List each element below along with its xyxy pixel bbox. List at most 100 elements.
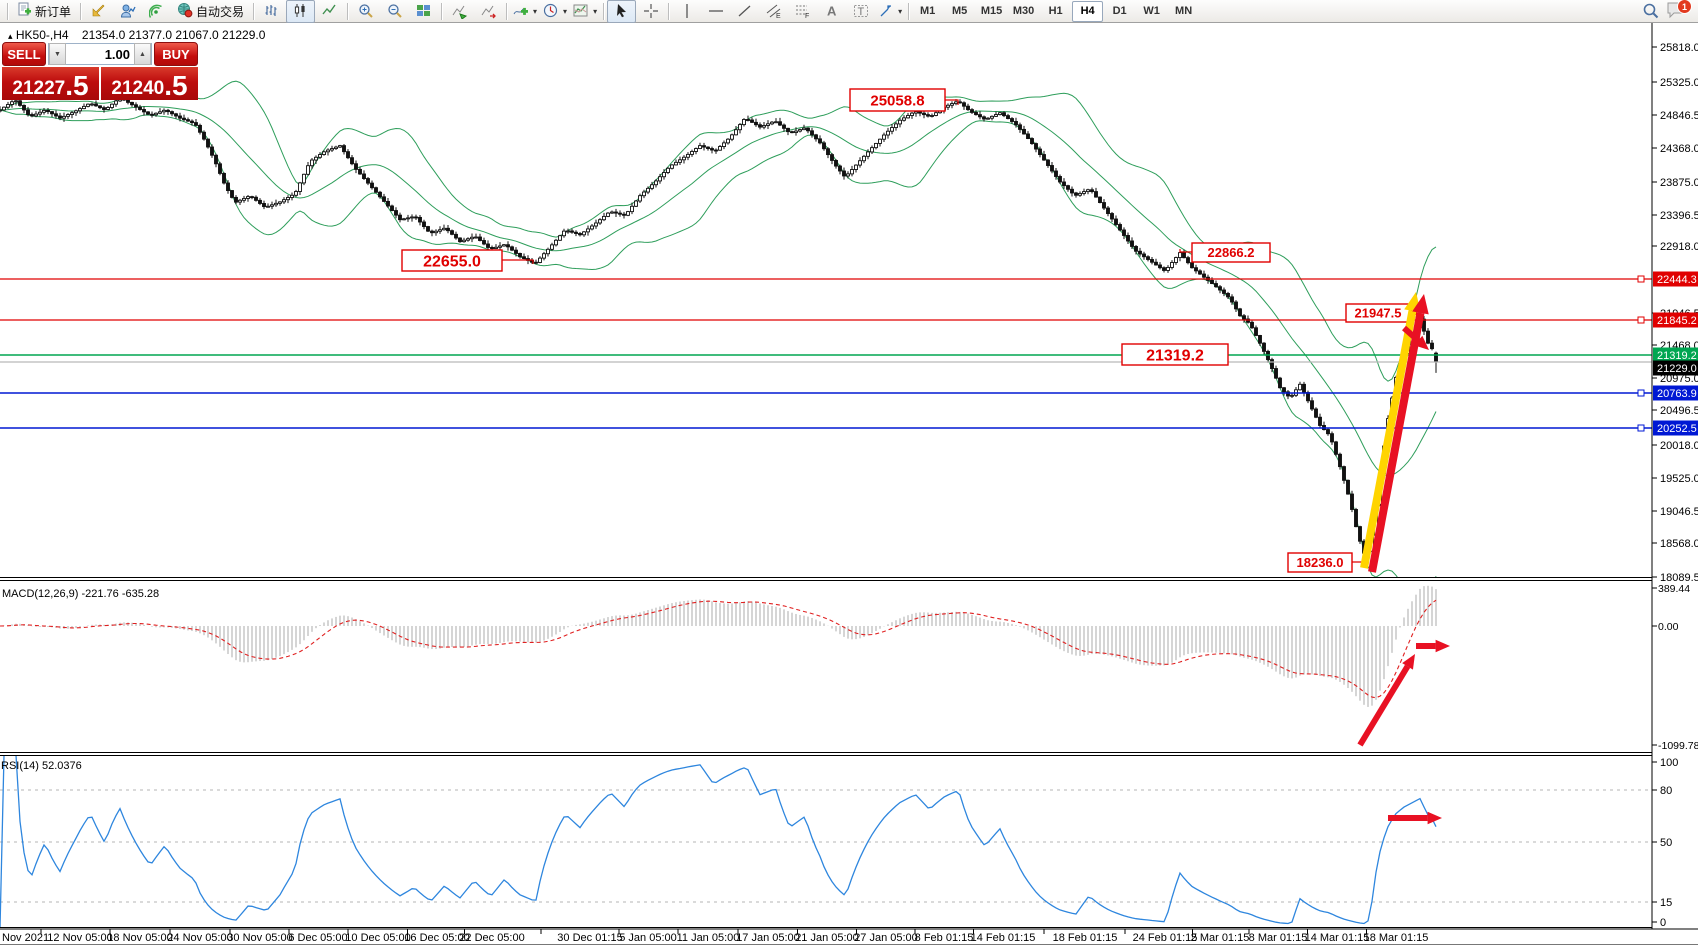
periods-button[interactable]: ▾ [540,0,570,23]
svg-text:T: T [857,6,864,18]
svg-text:12 Nov 05:00: 12 Nov 05:00 [47,932,112,944]
svg-text:20975.0: 20975.0 [1660,373,1698,385]
svg-text:25058.8: 25058.8 [870,92,924,109]
collapse-arrow-icon[interactable]: ▴ [8,31,13,41]
vertical-line-tool[interactable] [672,0,701,23]
zoom-out-icon [387,4,402,18]
svg-text:14 Feb 01:15: 14 Feb 01:15 [971,932,1036,944]
toolbar-separator [668,2,670,20]
auto-trading-button[interactable]: 自动交易 [171,0,250,23]
price-axis[interactable]: 25818.0 25325.0 24846.5 24368.0 23875.0 23396… [1652,42,1698,929]
svg-text:25325.0: 25325.0 [1660,77,1698,89]
toolbar-separator [441,2,443,20]
svg-text:16 Dec 05:00: 16 Dec 05:00 [404,932,469,944]
search-icon[interactable] [1642,2,1660,20]
svg-text:19525.0: 19525.0 [1660,473,1698,485]
svg-text:0: 0 [1660,917,1666,929]
dropdown-caret-icon: ▾ [593,6,598,16]
sell-price-display[interactable]: 21227 .5 [2,67,99,100]
svg-text:30 Nov 05:00: 30 Nov 05:00 [227,932,292,944]
svg-text:21229.0: 21229.0 [1657,363,1697,375]
svg-text:Nov 2021: Nov 2021 [2,932,49,944]
timeframe-bar: M1 M5 M15 M30 H1 H4 D1 W1 MN [912,0,1199,22]
zoom-out-button[interactable] [380,0,409,23]
shapes-tool[interactable]: ▾ [875,0,905,23]
timeframe-D1[interactable]: D1 [1112,5,1127,17]
cursor-tool-button[interactable] [607,0,637,23]
signal-icon [148,4,162,18]
market-watch-button[interactable] [113,0,142,23]
timeframe-M30[interactable]: M30 [1012,5,1035,17]
trendline-tool[interactable] [730,0,759,23]
arrows-shapes-icon [880,5,892,17]
chart-ohlc-values: 21354.0 21377.0 21067.0 21229.0 [81,28,266,42]
text-label-icon: T [853,5,868,18]
svg-text:24 Nov 05:00: 24 Nov 05:00 [167,932,232,944]
svg-text:18 Nov 05:00: 18 Nov 05:00 [107,932,172,944]
svg-text:E: E [776,13,781,19]
auto-scroll-button[interactable] [445,0,474,23]
channel-tool[interactable]: E [759,0,788,23]
line-chart-icon [321,4,336,15]
price-annotation-labels[interactable]: 25058.8 22655.0 22866.2 21947.5 21319.2 18236… [401,88,1417,573]
buy-price-display[interactable]: 21240 .5 [101,67,198,100]
svg-text:80: 80 [1660,785,1672,797]
crosshair-icon [643,4,658,18]
text-tool[interactable]: A [817,0,846,23]
signals-button[interactable] [142,0,171,23]
templates-button[interactable]: ▾ [570,0,600,23]
volume-stepper: ▼ 1.00 ▲ [48,43,152,65]
line-chart-button[interactable] [315,0,344,23]
new-order-button[interactable]: 新订单 [11,0,77,23]
volume-input[interactable]: 1.00 [104,46,130,62]
chart-shift-button[interactable] [474,0,503,23]
svg-text:24368.0: 24368.0 [1660,143,1698,155]
new-order-icon [17,2,32,20]
svg-text:10 Dec 05:00: 10 Dec 05:00 [345,932,410,944]
panel-frames: MACD(12,26,9) -221.76 -635.28 RSI(14) 52.… [0,23,1698,930]
fibonacci-tool[interactable]: F [788,0,817,23]
timeframe-M5[interactable]: M5 [951,5,968,17]
timeframe-H4[interactable]: H4 [1072,0,1104,22]
timeframe-MN[interactable]: MN [1175,5,1193,17]
text-icon: A [827,4,837,19]
rsi-indicator [0,756,1652,927]
candlestick-chart-button[interactable] [286,0,316,23]
sell-button[interactable]: SELL [2,42,46,66]
vertical-line-icon [685,4,688,18]
volume-decrease-button[interactable]: ▼ [49,43,66,65]
indicators-button[interactable]: ▾ [510,0,540,23]
profile-button[interactable] [84,0,113,23]
zoom-in-button[interactable] [351,0,380,23]
svg-text:23875.0: 23875.0 [1660,177,1698,189]
timeframe-H1[interactable]: H1 [1048,5,1063,17]
svg-text:27 Jan 05:00: 27 Jan 05:00 [854,932,918,944]
svg-text:389.44: 389.44 [1658,583,1690,595]
buy-price-main: 21240 [111,78,165,99]
dropdown-caret-icon: ▾ [533,6,538,16]
svg-text:8 Mar 01:15: 8 Mar 01:15 [1249,932,1308,944]
timeframe-W1[interactable]: W1 [1143,5,1160,17]
svg-text:23396.5: 23396.5 [1660,210,1698,222]
svg-text:21947.5: 21947.5 [1355,306,1402,321]
tile-windows-button[interactable] [409,0,438,23]
drawn-arrows[interactable] [1357,292,1450,825]
template-icon [573,4,588,17]
svg-text:24846.5: 24846.5 [1660,110,1698,122]
timeframe-M15[interactable]: M15 [980,5,1003,17]
notifications-button[interactable]: 1 [1666,0,1692,21]
clock-icon [543,3,558,18]
volume-increase-button[interactable]: ▲ [134,43,151,65]
bar-chart-button[interactable] [257,0,286,23]
text-label-tool[interactable]: T [846,0,875,23]
crosshair-tool-button[interactable] [636,0,665,23]
horizontal-line-tool[interactable] [701,0,730,23]
tile-windows-icon [416,5,430,16]
svg-text:5 Jan 05:00: 5 Jan 05:00 [619,932,677,944]
sell-price-pip: .5 [65,70,89,101]
timeframe-M1[interactable]: M1 [919,5,936,17]
buy-button[interactable]: BUY [154,42,198,66]
svg-text:22866.2: 22866.2 [1208,245,1255,260]
